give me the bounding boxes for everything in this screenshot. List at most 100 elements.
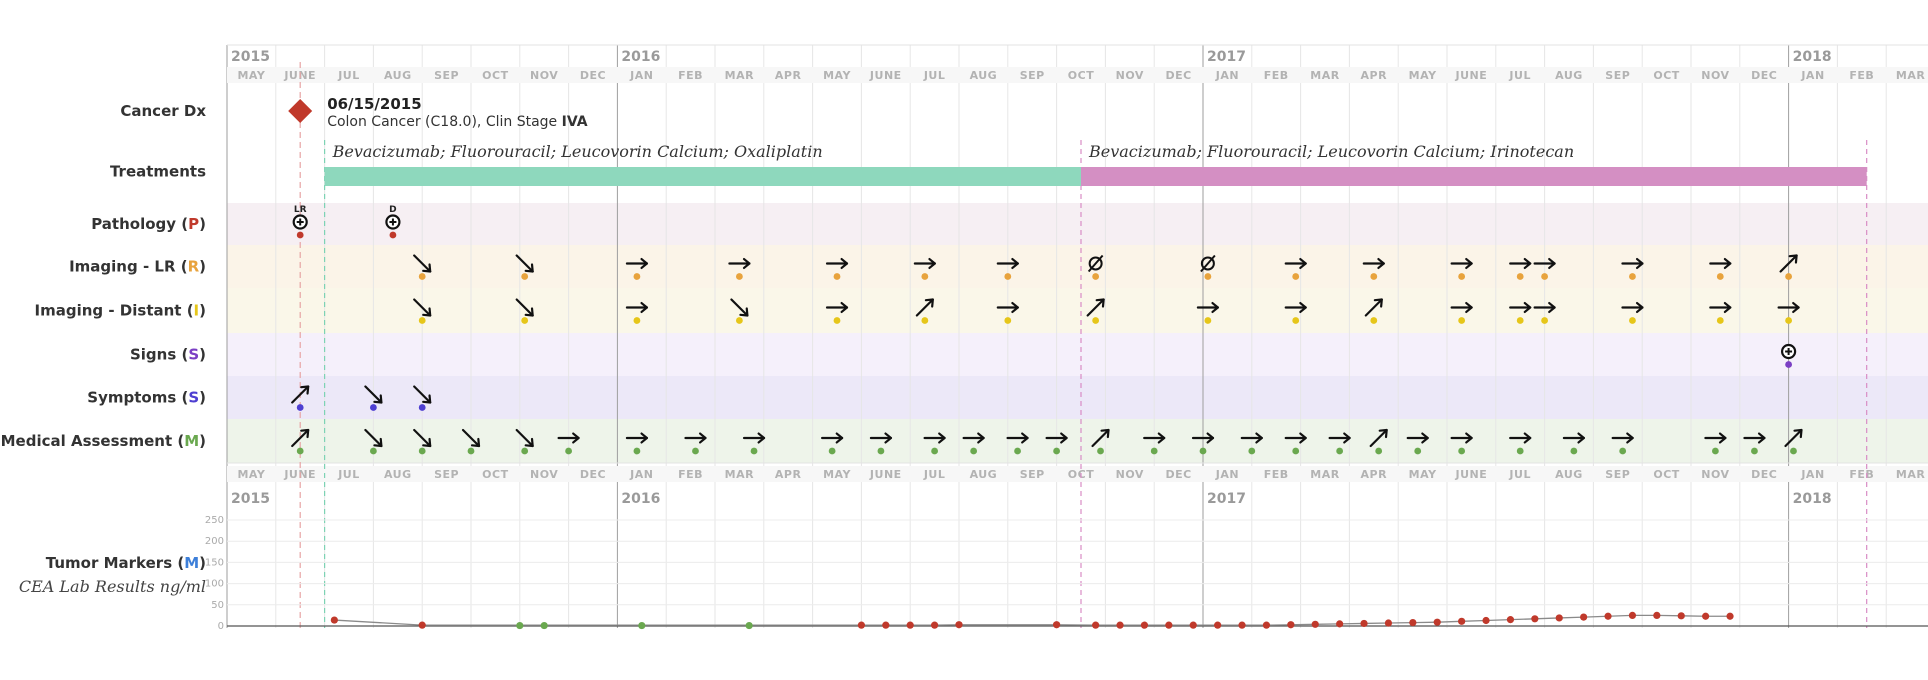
arrow-down-icon (515, 254, 534, 273)
arrow-head (698, 432, 707, 444)
month-label: MAR (1310, 69, 1339, 82)
med-event (1006, 432, 1029, 455)
med-event-dot (877, 447, 885, 455)
arrow-head (928, 257, 936, 270)
month-label: FEB (1849, 69, 1874, 82)
med-event (1611, 432, 1634, 455)
arrow-head (1206, 432, 1215, 444)
chart-point (1653, 611, 1661, 620)
arrow-head (1792, 301, 1800, 314)
month-label: NOV (1701, 468, 1729, 481)
month-label: JUL (923, 69, 946, 82)
arrow-head (1465, 301, 1473, 314)
med-event (1240, 432, 1263, 455)
month-label: OCT (1653, 69, 1679, 82)
med-event-dot (1248, 447, 1256, 455)
null-result-icon (1087, 254, 1104, 273)
arrow-shaft (1369, 428, 1388, 448)
month-label: NOV (1116, 468, 1144, 481)
imglr-event-dot (736, 273, 743, 280)
arrow-shaft (413, 428, 432, 448)
imglr-event (1533, 257, 1556, 280)
month-label: DEC (1751, 69, 1777, 82)
med-event (821, 432, 844, 455)
arrow-head (1095, 298, 1105, 308)
imgd-event (915, 298, 934, 324)
chart-point (1433, 618, 1441, 626)
imgd-event (1621, 301, 1644, 324)
arrow-shaft (364, 385, 383, 404)
imglr-event-dot (1458, 273, 1466, 280)
chart-y-tick: 200 (205, 536, 224, 547)
imgd-event-dot (1092, 317, 1100, 324)
arrow-right-icon (1284, 301, 1307, 314)
arrow-head (422, 394, 432, 404)
imglr-event-dot (921, 273, 929, 280)
month-label: DEC (580, 69, 606, 82)
arrow-shaft (413, 385, 432, 404)
month-label: FEB (678, 468, 703, 481)
chart-y-tick: 250 (205, 515, 224, 526)
arrow-up-icon (1086, 298, 1105, 317)
chart-point (955, 621, 963, 629)
year-label: 2016 (621, 491, 660, 507)
row-band-path (227, 203, 1928, 245)
arrow-head (884, 432, 893, 444)
arrow-shaft (291, 428, 310, 448)
arrow-head (1548, 301, 1556, 314)
arrow-shaft (413, 298, 432, 317)
chart-point (1482, 616, 1490, 625)
tumor-markers-subtitle: CEA Lab Results ng/ml (19, 577, 206, 596)
arrow-head (373, 437, 383, 448)
month-label: MAR (1310, 468, 1339, 481)
med-event (1743, 432, 1766, 455)
month-label: APR (775, 468, 802, 481)
med-event-dot (467, 447, 475, 455)
med-event-dot (828, 447, 836, 455)
year-label: 2016 (621, 49, 660, 65)
month-label: DEC (580, 468, 606, 481)
month-label: AUG (1555, 468, 1583, 481)
null-result-icon (1200, 254, 1216, 273)
arrow-head (640, 257, 649, 270)
arrow-down-icon (413, 298, 432, 317)
diagnosis-date: 06/15/2015 (327, 95, 421, 113)
arrow-down-icon (364, 428, 383, 448)
med-event-dot (1516, 447, 1524, 455)
arrow-right-icon (1704, 432, 1727, 444)
imgd-event (825, 301, 849, 324)
arrow-right-icon (825, 257, 849, 270)
arrow-down-icon (413, 385, 432, 404)
arrow-head (300, 428, 310, 439)
med-event-dot (1458, 447, 1466, 455)
chart-point (638, 621, 646, 630)
imglr-event (1779, 254, 1798, 280)
arrow-head (1343, 432, 1351, 444)
row-label-tumor-markers: Tumor Markers (M) (46, 554, 206, 572)
imgd-event-dot (1204, 317, 1212, 324)
imglr-event (1200, 254, 1216, 280)
month-label: SEP (434, 69, 459, 82)
arrow-up-icon (915, 298, 934, 317)
arrow-head (1548, 257, 1556, 270)
imglr-event (625, 257, 649, 280)
imglr-event (1509, 257, 1532, 280)
arrow-right-icon (1709, 301, 1732, 314)
arrow-head (1021, 432, 1029, 444)
med-event (1509, 432, 1532, 455)
arrow-right-icon (1191, 432, 1215, 444)
row-band-sym (227, 376, 1928, 419)
sym-event (364, 385, 383, 411)
arrow-head (373, 394, 383, 404)
month-label: JAN (1800, 69, 1824, 82)
arrow-head (1157, 432, 1166, 444)
row-labels: Cancer Dx Treatments Pathology (P) Imaging … (1, 102, 207, 596)
arrow-right-icon (1611, 432, 1634, 444)
med-event-dot (1014, 447, 1021, 455)
row-band-imgd (227, 288, 1928, 333)
chart-point (1409, 619, 1417, 627)
med-event-dot (931, 447, 938, 455)
treatment-bars: Bevacizumab; Fluorouracil; Leucovorin Ca… (324, 142, 1867, 186)
imgd-event (1777, 301, 1800, 324)
